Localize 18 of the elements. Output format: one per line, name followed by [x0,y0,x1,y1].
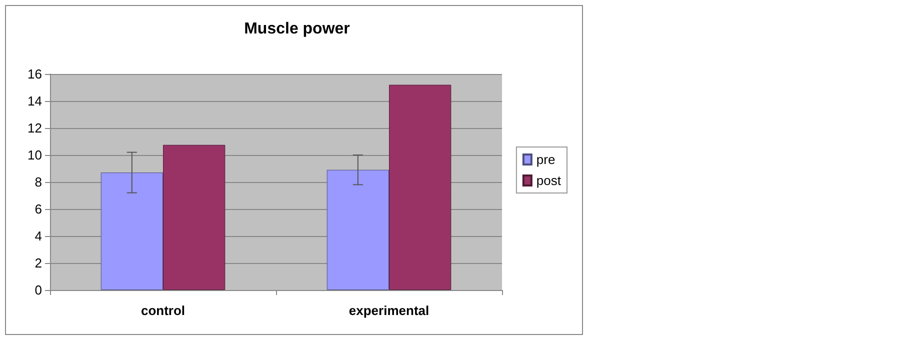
y-tick-label: 2 [34,256,42,270]
bar [163,144,226,290]
bar [326,170,389,290]
legend-label: pre [536,152,556,167]
x-tick-label: experimental [348,303,430,318]
y-tick-label: 10 [28,148,42,162]
y-tick-label: 16 [28,66,42,82]
chart-title: Muscle power [244,20,350,38]
bar [389,84,452,290]
y-tick-label: 12 [28,120,42,136]
legend-label: post [536,173,562,188]
y-tick-label: 4 [34,228,42,244]
y-tick-label: 6 [34,202,42,216]
y-tick-label: 14 [28,94,42,108]
y-tick-label: 8 [34,174,42,190]
x-tick-label: control [140,303,186,318]
bar [100,172,163,290]
y-tick-label: 0 [34,282,42,298]
